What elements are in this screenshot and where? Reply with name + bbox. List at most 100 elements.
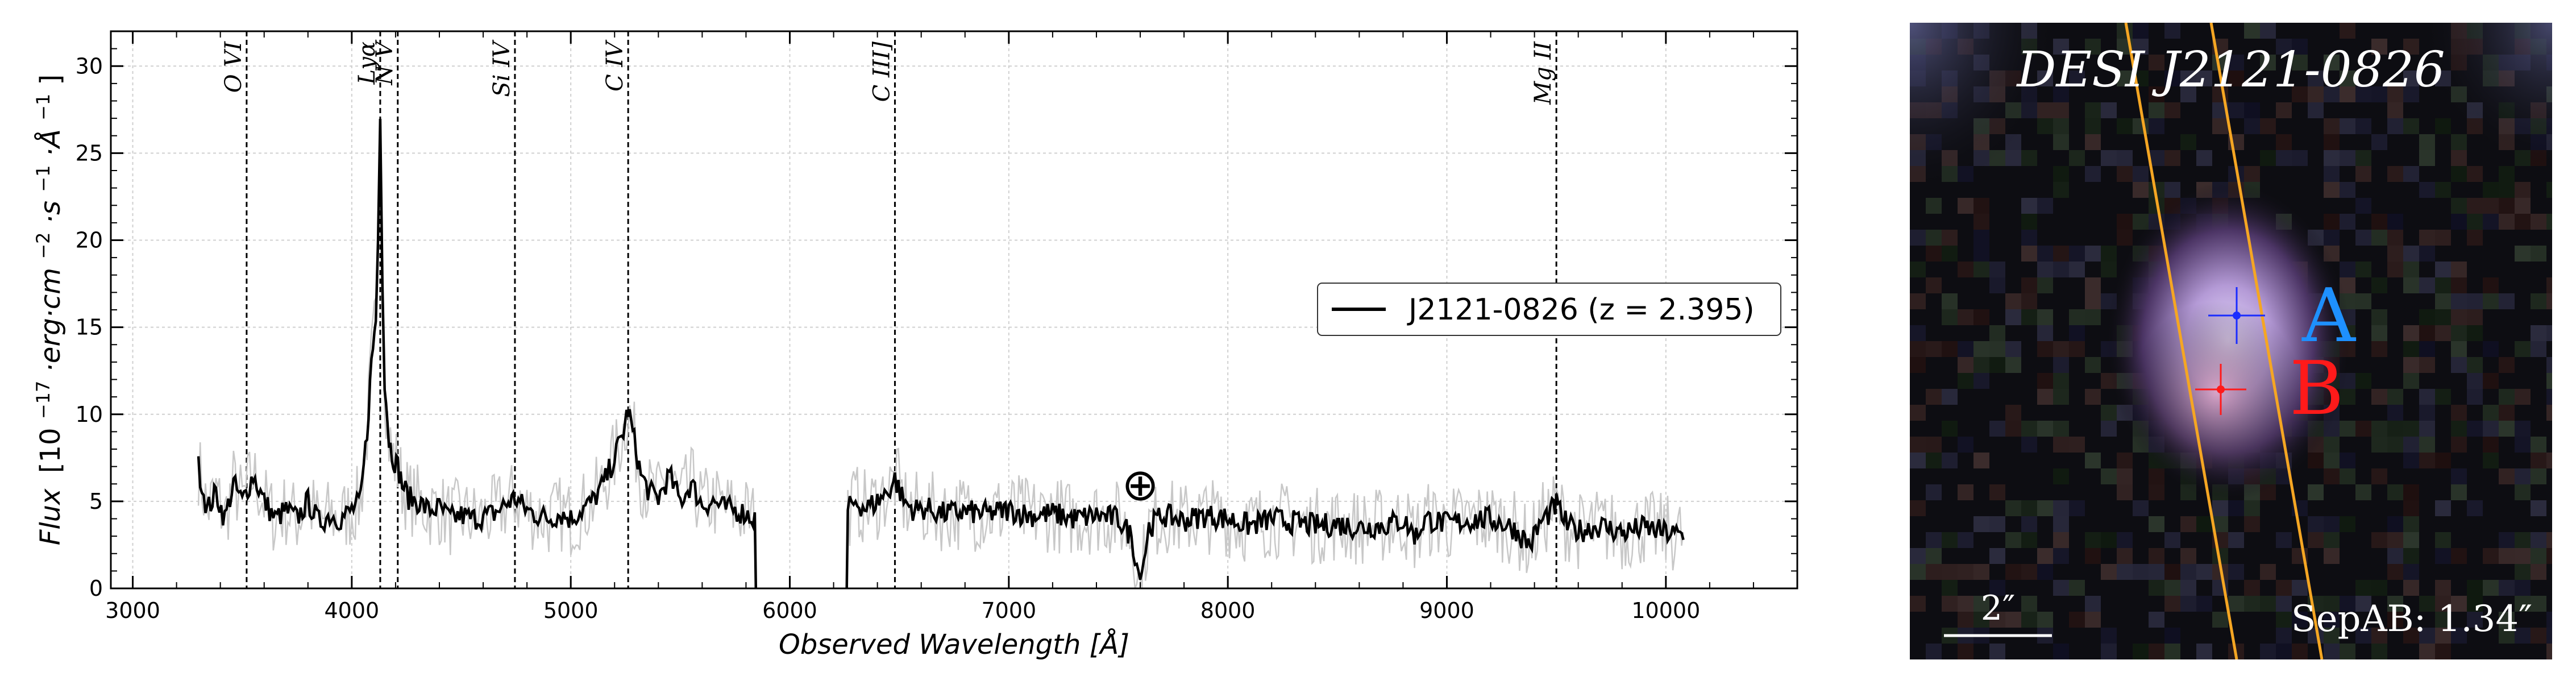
noise-pixel: [2340, 70, 2355, 86]
noise-pixel: [2069, 309, 2085, 325]
noise-pixel: [2483, 341, 2499, 357]
noise-pixel: [1942, 453, 1958, 468]
noise-pixel: [2387, 596, 2403, 612]
noise-pixel: [1910, 437, 1926, 453]
noise-pixel: [2371, 277, 2387, 293]
noise-pixel: [2531, 453, 2546, 468]
noise-pixel: [2308, 484, 2324, 500]
x-tick-label: 6000: [762, 598, 817, 623]
noise-pixel: [2117, 230, 2133, 246]
noise-pixel: [2387, 564, 2403, 580]
noise-pixel: [2037, 246, 2053, 262]
noise-pixel: [2021, 516, 2037, 532]
noise-pixel: [1910, 405, 1926, 421]
noise-pixel: [1926, 532, 1942, 548]
noise-pixel: [2308, 532, 2324, 548]
noise-pixel: [2037, 277, 2053, 293]
noise-pixel: [1989, 612, 2005, 628]
x-tick-label: 8000: [1200, 598, 1256, 623]
y-label-exp2: −2: [32, 233, 54, 259]
noise-pixel: [2053, 421, 2069, 437]
noise-pixel: [2005, 293, 2021, 309]
noise-pixel: [2069, 341, 2085, 357]
noise-pixel: [1958, 612, 1973, 628]
quasar-blob-b: [2132, 301, 2302, 483]
noise-pixel: [2101, 532, 2117, 548]
noise-pixel: [1910, 564, 1926, 580]
noise-pixel: [1926, 341, 1942, 357]
noise-pixel: [1958, 484, 1973, 500]
noise-pixel: [2499, 293, 2515, 309]
noise-pixel: [2467, 596, 2483, 612]
noise-pixel: [2499, 548, 2515, 564]
y-tick-label: 25: [76, 140, 103, 165]
noise-pixel: [2085, 102, 2101, 118]
noise-pixel: [2324, 182, 2340, 198]
image-panel: A B DESI J2121-0826 2″ SepAB: 1.34″: [1910, 22, 2562, 660]
noise-pixel: [2546, 325, 2562, 341]
noise-pixel: [2419, 453, 2435, 468]
noise-pixel: [2403, 437, 2419, 453]
noise-pixel: [2419, 596, 2435, 612]
noise-pixel: [2101, 421, 2117, 437]
noise-pixel: [2403, 325, 2419, 341]
noise-pixel: [2324, 86, 2340, 102]
source-b-marker: [2195, 364, 2246, 415]
noise-pixel: [2053, 500, 2069, 516]
y-label-mid2: ·s: [35, 201, 67, 223]
noise-pixel: [2403, 453, 2419, 468]
noise-pixel: [2340, 453, 2355, 468]
y-label-mid1: ·erg·cm: [35, 268, 67, 372]
noise-pixel: [2371, 421, 2387, 437]
noise-pixel: [2164, 628, 2180, 644]
noise-pixel: [1989, 516, 2005, 532]
noise-pixel: [2435, 644, 2451, 659]
noise-pixel: [2053, 516, 2069, 532]
noise-pixel: [2276, 596, 2292, 612]
noise-pixel: [2212, 612, 2228, 628]
noise-pixel: [2403, 628, 2419, 644]
noise-pixel: [2467, 309, 2483, 325]
noise-pixel: [2546, 405, 2562, 421]
noise-pixel: [2244, 23, 2260, 39]
noise-pixel: [1910, 325, 1926, 341]
noise-pixel: [2403, 341, 2419, 357]
noise-pixel: [1973, 214, 1989, 230]
noise-pixel: [2180, 580, 2196, 596]
noise-pixel: [2149, 118, 2164, 134]
tick-labels: 3000 4000 5000 6000 7000 8000 9000 10000 0 5 10 15 2…: [76, 53, 1701, 623]
noise-pixel: [2515, 548, 2531, 564]
noise-pixel: [2260, 150, 2276, 166]
noise-pixel: [2021, 596, 2037, 612]
noise-pixel: [2546, 214, 2562, 230]
noise-pixel: [2133, 500, 2149, 516]
noise-pixel: [2387, 389, 2403, 405]
emission-line-label: Si IV: [489, 39, 515, 97]
noise-pixel: [2435, 548, 2451, 564]
noise-pixel: [2196, 150, 2212, 166]
noise-pixel: [2085, 532, 2101, 548]
noise-pixel: [2037, 198, 2053, 214]
noise-pixel: [2419, 389, 2435, 405]
noise-pixel: [2371, 389, 2387, 405]
noise-pixel: [2499, 214, 2515, 230]
noise-pixel: [2005, 612, 2021, 628]
noise-pixel: [2435, 532, 2451, 548]
noise-pixel: [2387, 612, 2403, 628]
noise-pixel: [2021, 421, 2037, 437]
y-label-exp1: −17: [32, 381, 54, 420]
noise-pixel: [2228, 102, 2244, 118]
noise-pixel: [2451, 262, 2467, 277]
noise-pixel: [2037, 564, 2053, 580]
noise-pixel: [1910, 341, 1926, 357]
noise-pixel: [2371, 628, 2387, 644]
noise-pixel: [2499, 198, 2515, 214]
noise-pixel: [2451, 468, 2467, 484]
noise-pixel: [2085, 246, 2101, 262]
noise-pixel: [2164, 182, 2180, 198]
x-tick-label: 5000: [543, 598, 599, 623]
noise-pixel: [2053, 373, 2069, 389]
noise-pixel: [1942, 293, 1958, 309]
noise-pixel: [1973, 453, 1989, 468]
noise-pixel: [2546, 612, 2562, 628]
